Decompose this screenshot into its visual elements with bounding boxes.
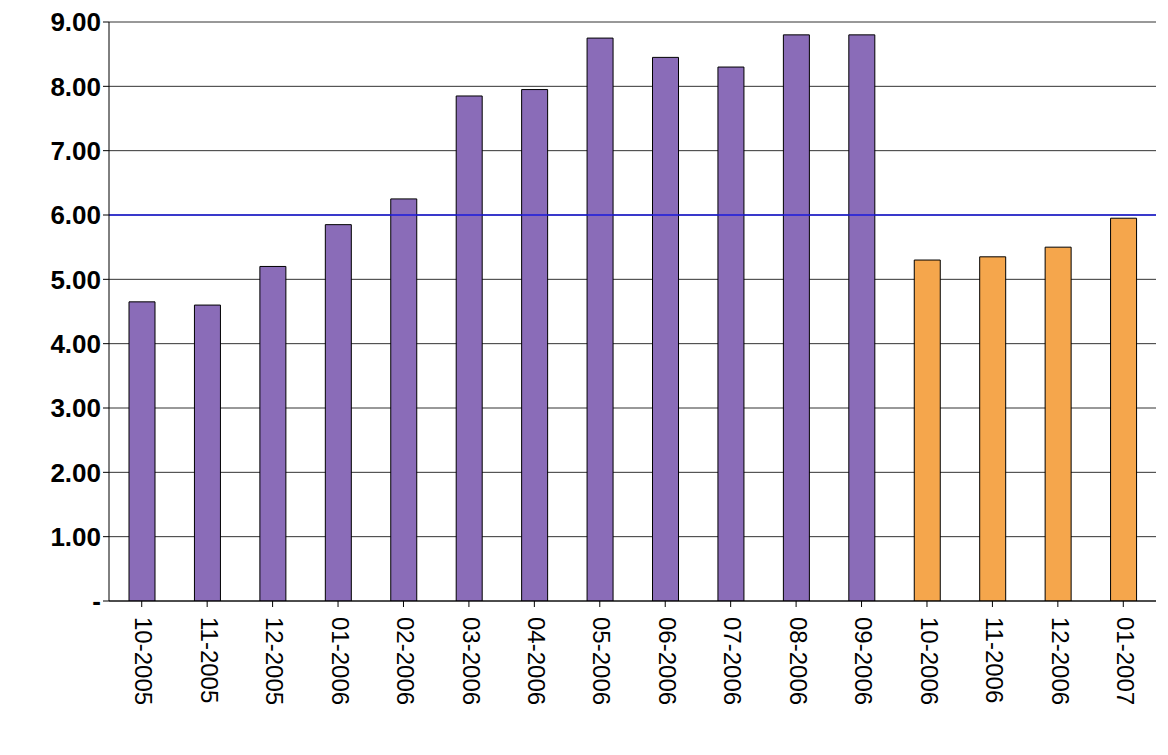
svg-text:04-2006: 04-2006	[523, 617, 550, 705]
svg-text:-: -	[92, 586, 101, 616]
svg-text:07-2006: 07-2006	[719, 617, 746, 705]
svg-text:3.00: 3.00	[50, 393, 101, 423]
svg-text:5.00: 5.00	[50, 265, 101, 295]
svg-text:1.00: 1.00	[50, 522, 101, 552]
svg-text:01-2007: 01-2007	[1112, 617, 1139, 705]
svg-text:11-2006: 11-2006	[981, 617, 1008, 703]
svg-text:08-2006: 08-2006	[785, 617, 812, 705]
svg-text:7.00: 7.00	[50, 136, 101, 166]
svg-text:09-2006: 09-2006	[850, 617, 877, 705]
svg-text:10-2005: 10-2005	[130, 617, 157, 705]
svg-text:8.00: 8.00	[50, 72, 101, 102]
svg-text:01-2006: 01-2006	[327, 617, 354, 705]
svg-text:11-2005: 11-2005	[196, 617, 223, 703]
svg-text:12-2006: 12-2006	[1047, 617, 1074, 705]
svg-text:12-2005: 12-2005	[261, 617, 288, 705]
svg-text:6.00: 6.00	[50, 200, 101, 230]
svg-text:05-2006: 05-2006	[588, 617, 615, 705]
svg-text:9.00: 9.00	[50, 7, 101, 37]
svg-text:02-2006: 02-2006	[392, 617, 419, 705]
svg-text:2.00: 2.00	[50, 458, 101, 488]
svg-text:06-2006: 06-2006	[654, 617, 681, 705]
svg-text:10-2006: 10-2006	[916, 617, 943, 705]
svg-text:03-2006: 03-2006	[458, 617, 485, 705]
svg-text:4.00: 4.00	[50, 329, 101, 359]
